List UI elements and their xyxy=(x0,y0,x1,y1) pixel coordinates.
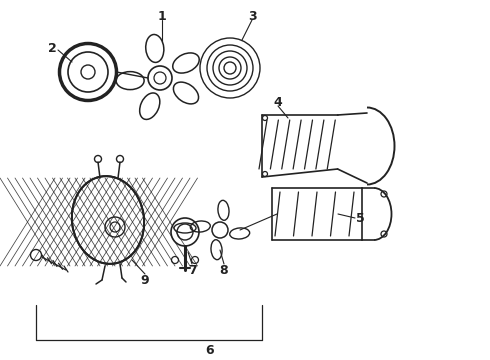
Text: 9: 9 xyxy=(141,274,149,287)
Text: 5: 5 xyxy=(356,212,365,225)
Text: 2: 2 xyxy=(48,41,56,54)
Text: 4: 4 xyxy=(273,95,282,108)
Text: 6: 6 xyxy=(206,343,214,356)
Circle shape xyxy=(105,217,125,237)
Text: 3: 3 xyxy=(247,9,256,23)
Text: 7: 7 xyxy=(188,264,196,276)
Text: 8: 8 xyxy=(220,264,228,276)
Text: 1: 1 xyxy=(158,9,167,23)
